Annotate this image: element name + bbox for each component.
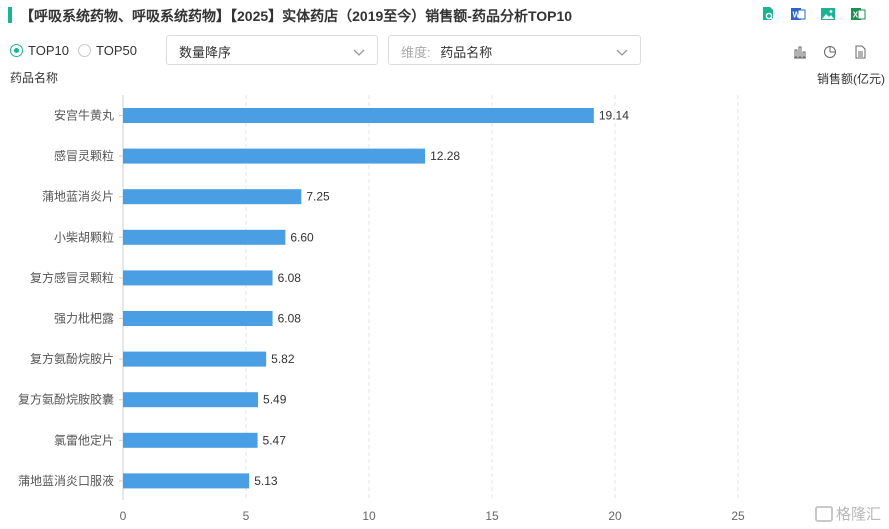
image-export-icon[interactable]: [819, 5, 837, 23]
category-label: 蒲地蓝消炎口服液: [18, 473, 114, 488]
value-label: 5.49: [263, 393, 287, 407]
watermark-logo-icon: [814, 505, 833, 522]
x-tick-label: 10: [362, 509, 376, 523]
category-label: 小柴胡颗粒: [54, 229, 114, 244]
title-accent-bar: [8, 7, 12, 23]
dimension-select-value: 药品名称: [440, 45, 493, 60]
value-label: 6.60: [290, 230, 314, 244]
word-export-icon[interactable]: W: [789, 5, 807, 23]
search-document-icon[interactable]: [759, 5, 777, 23]
value-label: 5.47: [263, 433, 287, 447]
bar: [123, 473, 250, 489]
sort-select-value: 数量降序: [179, 45, 232, 60]
title-bar: 【呼吸系统药物、呼吸系统药物】【2025】实体药店（2019至今）销售额-药品分…: [0, 0, 889, 30]
pie-chart-icon[interactable]: [821, 43, 839, 61]
category-label: 强力枇杷露: [54, 311, 114, 326]
chevron-down-icon: [616, 45, 628, 60]
radio-top50-label: TOP50: [96, 43, 137, 58]
controls-bar: TOP10 TOP50 数量降序 维度: 药品名称: [0, 34, 889, 68]
category-label: 氯雷他定片: [54, 432, 114, 447]
bar-chart-icon[interactable]: [791, 43, 809, 61]
bar: [123, 270, 273, 286]
y-axis-title: 药品名称: [10, 71, 59, 85]
dimension-select[interactable]: 维度: 药品名称: [388, 35, 641, 65]
x-tick-label: 5: [243, 509, 250, 523]
category-label: 复方感冒灵颗粒: [30, 270, 114, 285]
bar: [123, 432, 258, 448]
radio-top50[interactable]: TOP50: [78, 43, 137, 58]
value-label: 5.82: [271, 352, 295, 366]
excel-export-icon[interactable]: X: [849, 5, 867, 23]
radio-dot: [10, 44, 23, 57]
svg-text:X: X: [853, 11, 859, 20]
bar: [123, 108, 594, 123]
radio-dot: [78, 44, 91, 57]
view-switcher: [791, 43, 869, 61]
category-label: 感冒灵颗粒: [54, 148, 114, 163]
bar: [123, 392, 259, 408]
dimension-select-label: 维度:: [401, 45, 431, 60]
value-label: 19.14: [599, 109, 629, 123]
table-view-icon[interactable]: [851, 43, 869, 61]
category-label: 复方氨酚烷胺胶囊: [18, 392, 114, 407]
x-tick-label: 20: [608, 509, 622, 523]
chart-title: 【呼吸系统药物、呼吸系统药物】【2025】实体药店（2019至今）销售额-药品分…: [20, 8, 573, 24]
radio-top10[interactable]: TOP10: [10, 43, 69, 58]
value-label: 6.08: [278, 312, 302, 326]
bar: [123, 351, 267, 367]
value-label: 6.08: [278, 271, 302, 285]
sort-select[interactable]: 数量降序: [166, 35, 378, 65]
bar: [123, 189, 302, 205]
svg-text:W: W: [793, 11, 801, 20]
x-tick-label: 15: [485, 509, 499, 523]
watermark-text: 格隆汇: [835, 506, 881, 523]
bar: [123, 148, 426, 164]
bar: [123, 229, 286, 245]
export-toolbar: W X: [759, 5, 867, 23]
category-label: 安宫牛黄丸: [54, 108, 114, 123]
x-tick-label: 0: [120, 509, 127, 523]
radio-top10-label: TOP10: [28, 43, 69, 58]
bar: [123, 311, 273, 326]
value-label: 5.13: [254, 474, 278, 488]
chevron-down-icon: [353, 45, 365, 60]
category-label: 蒲地蓝消炎片: [42, 190, 114, 204]
category-label: 复方氨酚烷胺片: [30, 351, 114, 366]
x-tick-label: 25: [731, 509, 745, 523]
watermark: 格隆汇: [814, 503, 881, 524]
x-axis-title: 销售额(亿元): [817, 72, 885, 86]
value-label: 7.25: [306, 190, 330, 204]
value-label: 12.28: [430, 149, 460, 163]
